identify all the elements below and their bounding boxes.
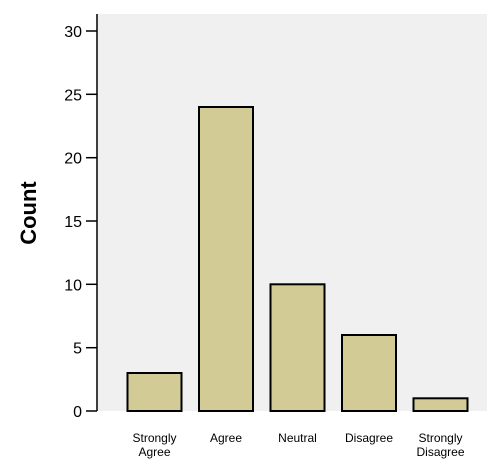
- x-category-label-line: Neutral: [278, 431, 317, 445]
- y-tick-label-4: 20: [64, 151, 82, 168]
- y-tick-label-0: 0: [73, 404, 82, 421]
- x-category-label-line: Strongly: [132, 431, 176, 445]
- x-category-label-line: Agree: [138, 445, 170, 459]
- bar-1: [198, 106, 254, 412]
- bars-layer: [126, 106, 469, 412]
- bar-2: [269, 283, 326, 412]
- x-category-label-2: Neutral: [278, 431, 317, 445]
- x-category-label-1: Agree: [210, 431, 242, 445]
- y-tick-label-6: 30: [64, 24, 82, 41]
- y-axis-label: Count: [16, 181, 41, 245]
- y-tick-label-2: 10: [64, 277, 82, 294]
- x-category-label-line: Disagree: [416, 445, 464, 459]
- y-ticks: 0 5 10 15 20 25 30: [64, 24, 97, 421]
- x-category-label-4: Strongly Disagree: [416, 431, 464, 459]
- x-category-label-line: Agree: [210, 431, 242, 445]
- bar-0: [126, 372, 183, 412]
- y-tick-label-3: 15: [64, 214, 82, 231]
- bar-4: [412, 397, 469, 412]
- x-category-label-0: Strongly Agree: [132, 431, 176, 459]
- x-category-label-line: Disagree: [345, 431, 393, 445]
- x-category-label-3: Disagree: [345, 431, 393, 445]
- y-tick-label-5: 25: [64, 87, 82, 104]
- x-category-label-line: Strongly: [418, 431, 462, 445]
- bar-3: [341, 334, 397, 412]
- y-tick-label-1: 5: [73, 341, 82, 358]
